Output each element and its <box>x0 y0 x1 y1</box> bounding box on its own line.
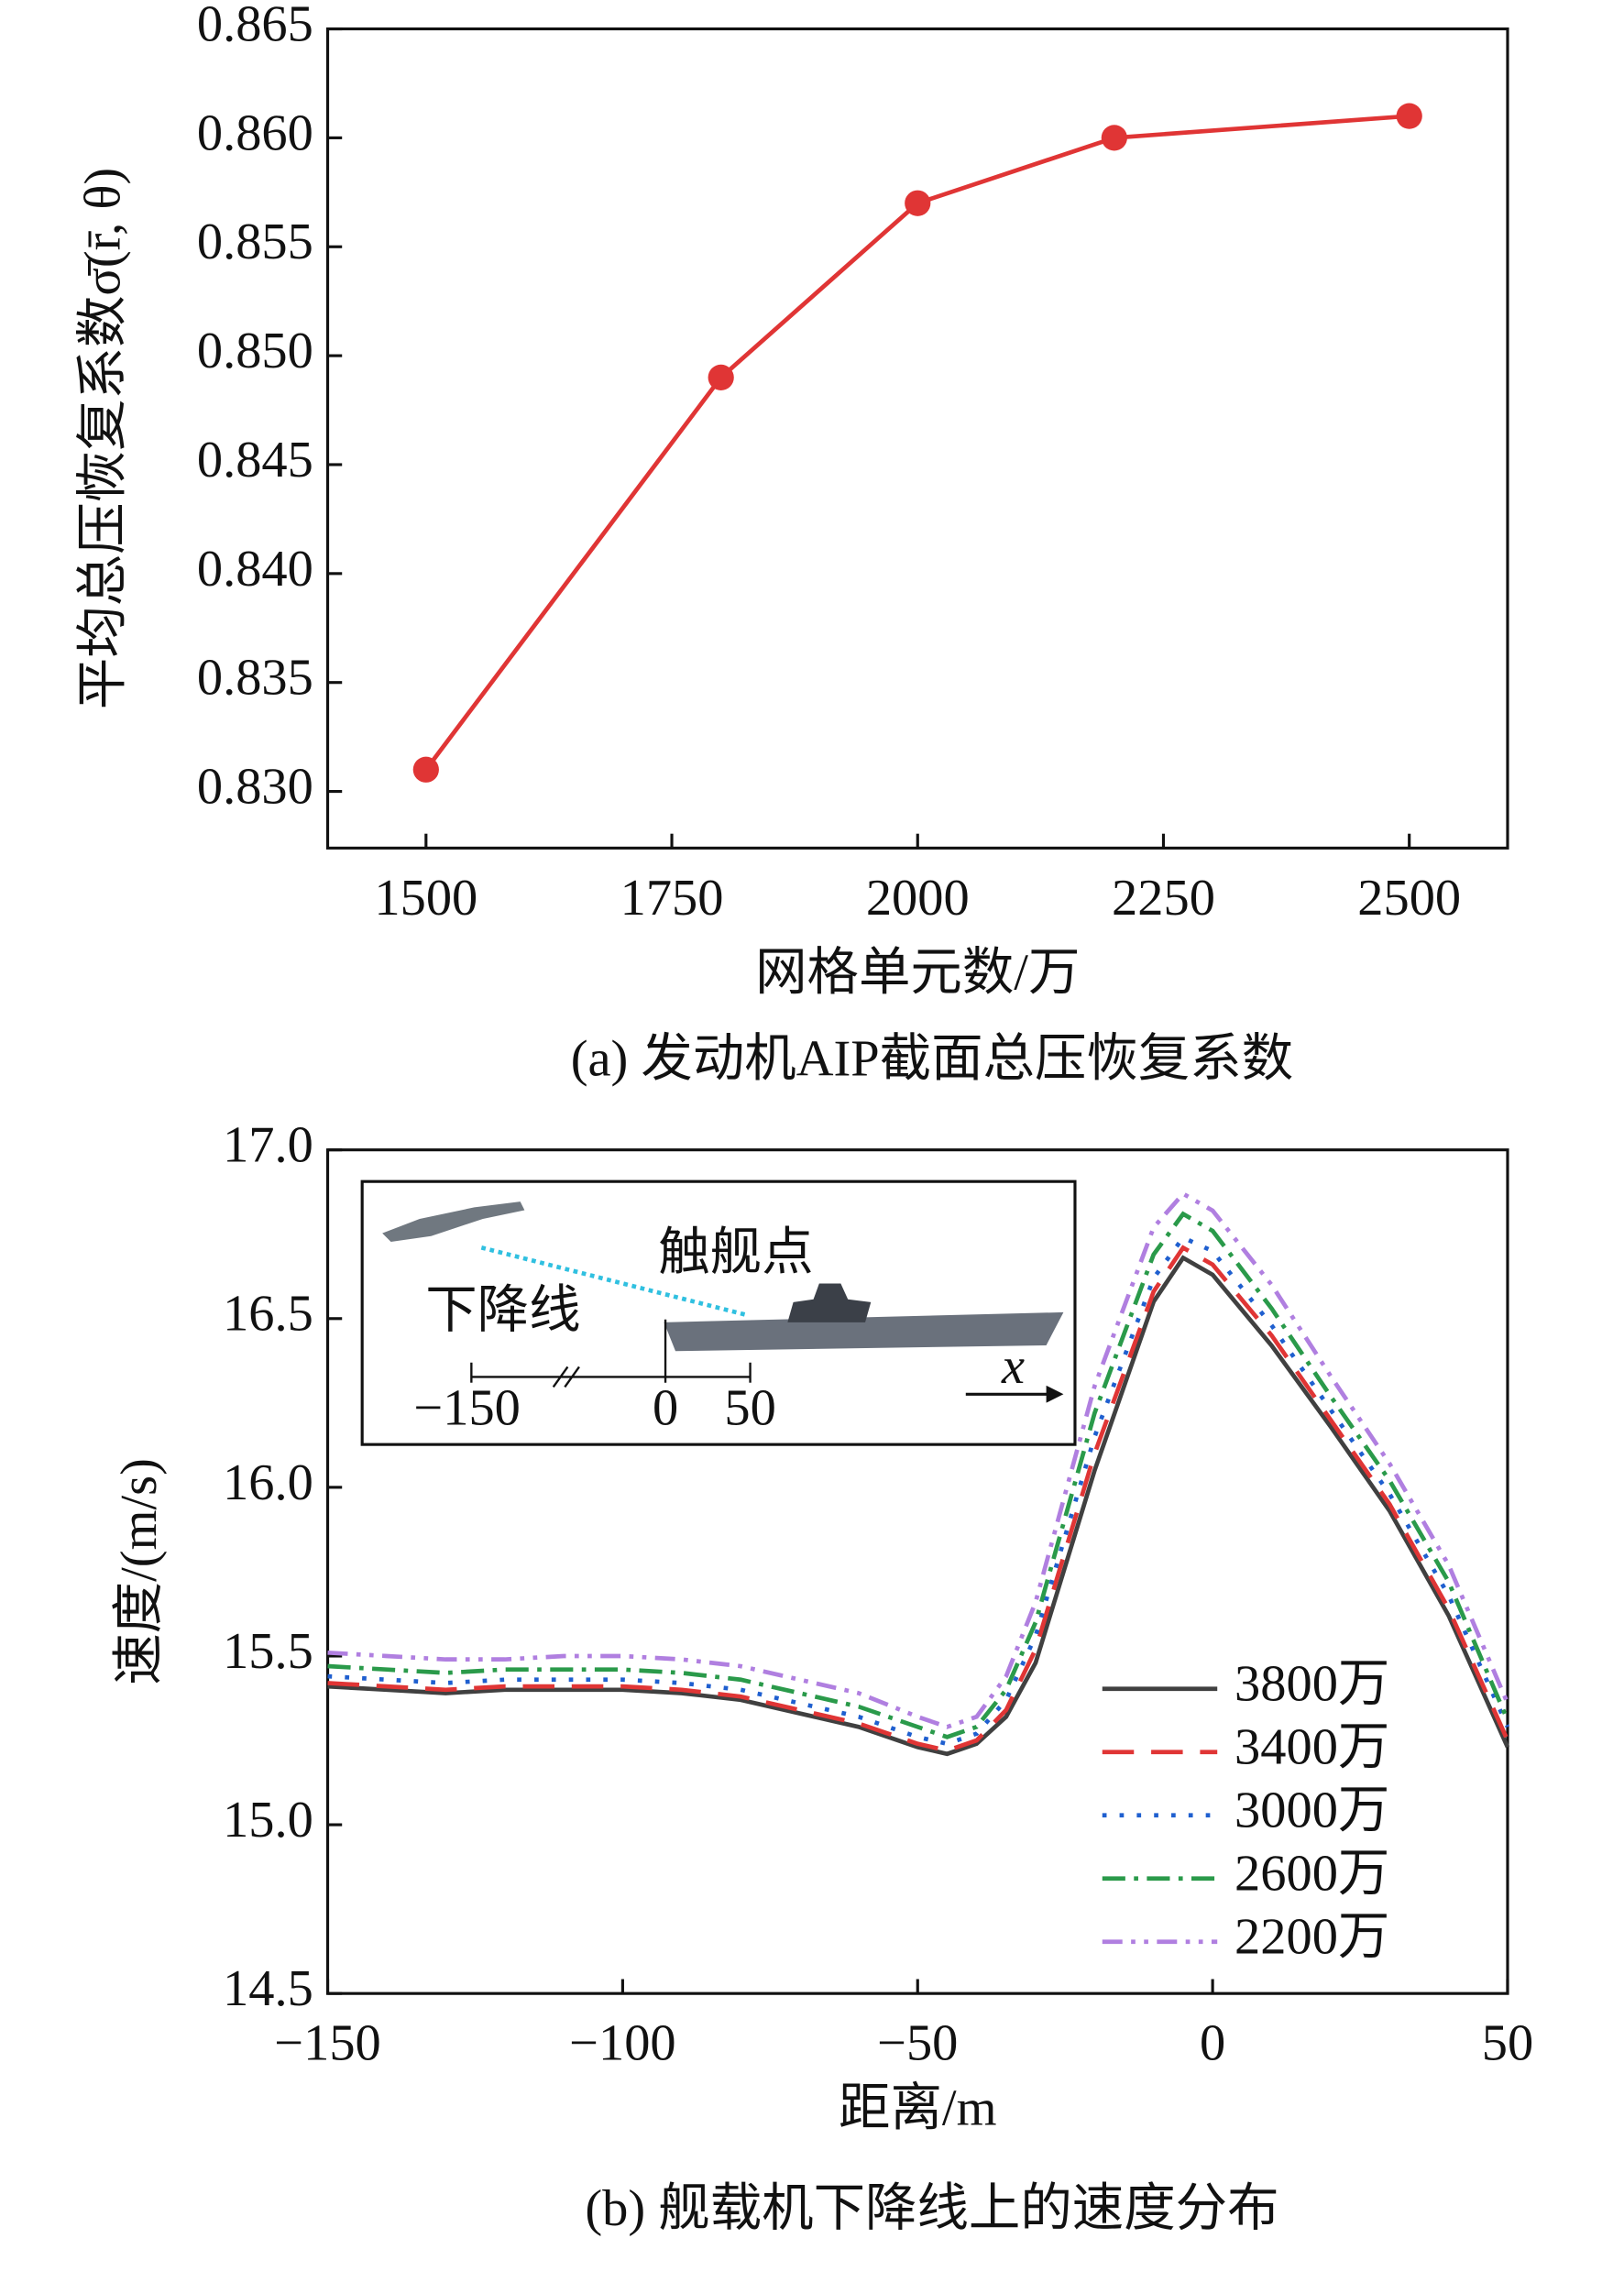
x-tick-label: 2000 <box>866 870 970 927</box>
caption: (b) 舰载机下降线上的速度分布 <box>585 2180 1278 2237</box>
x-tick-label: 1500 <box>374 870 477 927</box>
y-tick-label: 0.830 <box>197 759 313 816</box>
y-tick-label: 0.850 <box>197 323 313 379</box>
x-arrow-head <box>1046 1385 1064 1403</box>
x-tick-label: −100 <box>569 2015 676 2072</box>
y-tick-label: 15.5 <box>223 1623 313 1680</box>
inset-frame <box>360 1179 1077 1446</box>
y-tick-label: 0.855 <box>197 214 313 270</box>
y-tick-label: 0.840 <box>197 541 313 598</box>
inset-label: 下降线 <box>425 1282 580 1339</box>
x-tick-label: −150 <box>274 2015 381 2072</box>
x-axis-label: 距离/m <box>839 2079 997 2136</box>
y-axis-label: 速度/(m/s) <box>111 1458 168 1685</box>
inset-label: 触舰点 <box>658 1224 813 1281</box>
inset-label: −150 <box>413 1380 521 1437</box>
x-tick-label: 2250 <box>1112 870 1215 927</box>
y-tick-label: 17.0 <box>223 1117 313 1174</box>
data-point <box>412 756 439 783</box>
y-tick-label: 16.0 <box>223 1454 313 1511</box>
series-line <box>327 1245 1510 1753</box>
series-line <box>327 1190 1510 1729</box>
series-line <box>327 1211 1510 1739</box>
y-tick-label: 0.865 <box>197 0 313 52</box>
x-tick-label: 50 <box>1482 2015 1533 2072</box>
inset-label: x <box>1001 1338 1025 1395</box>
legend-label: 3800万 <box>1234 1656 1389 1713</box>
legend-label: 2200万 <box>1234 1909 1389 1966</box>
carrier-island <box>787 1283 872 1322</box>
series-line <box>327 1255 1510 1757</box>
inset-label: 50 <box>724 1380 775 1437</box>
x-axis-label: 网格单元数/万 <box>755 944 1080 1001</box>
data-point <box>1396 103 1422 129</box>
aircraft-icon <box>382 1201 525 1243</box>
plot-frame <box>325 27 1509 850</box>
series-line <box>327 1234 1510 1747</box>
y-tick-label: 16.5 <box>223 1286 313 1343</box>
data-point <box>708 364 734 391</box>
y-tick-label: 0.860 <box>197 104 313 161</box>
y-tick-label: 0.835 <box>197 650 313 707</box>
y-axis-label: 平均总压恢复系数σ̄(r̄, θ) <box>75 168 132 709</box>
y-tick-label: 14.5 <box>223 1960 313 2017</box>
data-point <box>905 190 931 216</box>
carrier-hull <box>664 1311 1064 1352</box>
x-tick-label: −50 <box>877 2015 958 2072</box>
caption: (a) 发动机AIP截面总压恢复系数 <box>571 1031 1294 1088</box>
x-tick-label: 0 <box>1200 2015 1225 2072</box>
legend-label: 3400万 <box>1234 1719 1389 1776</box>
y-tick-label: 0.845 <box>197 432 313 488</box>
scale-break <box>564 1366 580 1388</box>
legend-label: 2600万 <box>1234 1846 1389 1903</box>
data-point <box>1101 125 1127 151</box>
x-tick-label: 1750 <box>620 870 724 927</box>
scale-break <box>552 1366 569 1388</box>
legend-label: 3000万 <box>1234 1783 1389 1839</box>
inset-diagram <box>360 1179 1077 1446</box>
y-tick-label: 15.0 <box>223 1792 313 1849</box>
x-tick-label: 2500 <box>1357 870 1461 927</box>
inset-label: 0 <box>653 1380 678 1437</box>
descent-path <box>480 1245 749 1318</box>
